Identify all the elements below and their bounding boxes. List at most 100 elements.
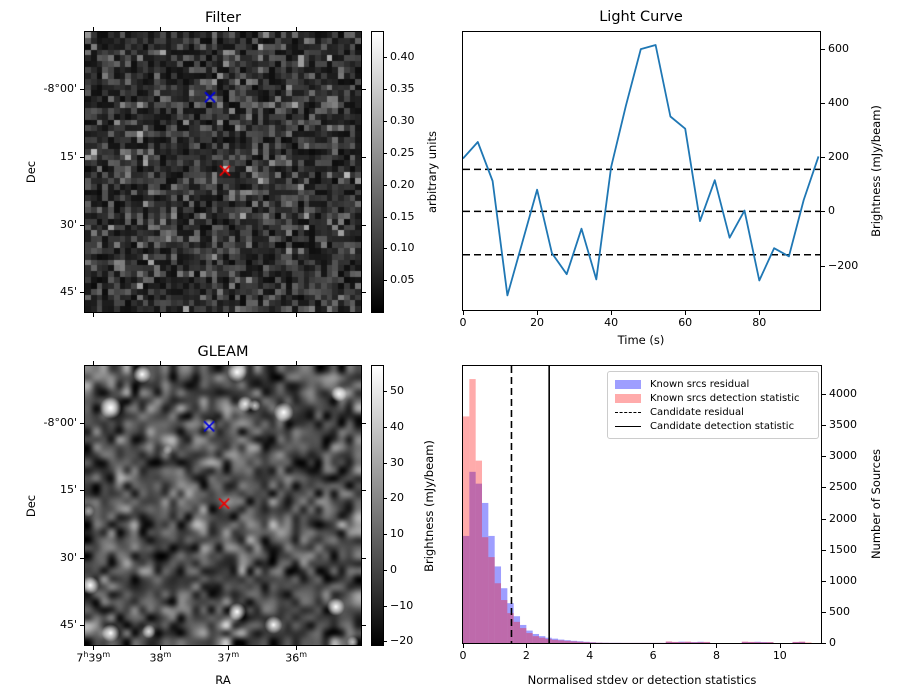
tick-mark: [384, 534, 387, 536]
ra-tick-label: 37m: [217, 650, 240, 665]
count-tick-label: 0: [829, 636, 836, 650]
tick-mark: [384, 184, 387, 186]
tick-mark: [362, 423, 366, 425]
dec-tick-label: 30': [59, 217, 77, 231]
tick-mark: [384, 216, 387, 218]
time-tick-label: 40: [604, 316, 619, 329]
tick-mark: [822, 580, 826, 582]
count-tick-label: 500: [829, 605, 850, 619]
count-tick-label: 1000: [829, 573, 857, 587]
ra-tick-label: 38m: [149, 650, 172, 665]
count-tick-label: 2500: [829, 480, 857, 494]
histogram-ylabel: Number of Sources: [869, 448, 883, 560]
tick-mark: [526, 644, 528, 648]
tick-mark: [821, 157, 825, 159]
colorbar-tick-label: 0.10: [390, 241, 415, 255]
gleam-colorbar: [371, 365, 384, 646]
count-tick-label: 3000: [829, 449, 857, 463]
dec-tick-label: 45': [59, 285, 77, 299]
ra-tick-label: 7h39m: [76, 650, 111, 665]
tick-mark: [93, 361, 95, 365]
dec-tick-label: 30': [59, 551, 77, 565]
colorbar-tick-label: −10: [390, 598, 414, 612]
count-tick-label: 2000: [829, 511, 857, 525]
light-curve-ylabel: Brightness (mJy/beam): [869, 105, 883, 237]
tick-mark: [384, 57, 387, 59]
legend-label: Known srcs residual: [650, 378, 750, 390]
colorbar-tick-label: 0.40: [390, 50, 415, 64]
tick-mark: [821, 265, 825, 267]
tick-mark: [611, 311, 613, 315]
legend-row: Known srcs detection statistic: [615, 391, 811, 405]
stdev-tick-label: 8: [712, 649, 720, 662]
tick-mark: [384, 605, 387, 607]
tick-mark: [821, 48, 825, 50]
filter-colorbar: [371, 31, 384, 313]
filter-panel-title: Filter: [205, 10, 241, 26]
tick-mark: [228, 361, 230, 365]
light-curve-xlabel: Time (s): [617, 333, 665, 347]
stdev-tick-label: 2: [522, 649, 530, 662]
pink-histogram-swatch-icon: [615, 393, 641, 403]
colorbar-tick-label: −20: [390, 634, 414, 648]
count-tick-label: 3500: [829, 418, 857, 432]
tick-mark: [384, 280, 387, 282]
tick-mark: [362, 89, 366, 91]
tick-mark: [93, 27, 95, 31]
tick-mark: [362, 624, 366, 626]
gleam-panel-title: GLEAM: [197, 344, 249, 360]
dec-tick-label: 45': [59, 618, 77, 632]
colorbar-tick-label: 30: [390, 455, 404, 469]
histogram-xlabel: Normalised stdev or detection statistics: [527, 673, 757, 687]
filter-ylabel: Dec: [24, 160, 38, 184]
tick-mark: [537, 311, 539, 315]
stdev-tick-label: 4: [586, 649, 594, 662]
dec-tick-label: 15': [59, 149, 77, 163]
tick-mark: [822, 518, 826, 520]
time-tick-label: 80: [752, 316, 767, 329]
tick-mark: [93, 313, 95, 317]
colorbar-tick-label: 20: [390, 491, 404, 505]
tick-mark: [384, 248, 387, 250]
tick-mark: [384, 121, 387, 123]
tick-mark: [160, 313, 162, 317]
tick-mark: [362, 490, 366, 492]
tick-mark: [362, 291, 366, 293]
time-tick-label: 60: [678, 316, 693, 329]
brightness-tick-label: −200: [828, 258, 859, 272]
tick-mark: [80, 557, 84, 559]
tick-mark: [80, 624, 84, 626]
tick-mark: [296, 313, 298, 317]
tick-mark: [80, 224, 84, 226]
colorbar-tick-label: 0: [390, 563, 397, 577]
tick-mark: [384, 569, 387, 571]
filter-colorbar-label: arbitrary units: [425, 130, 439, 214]
gleam-xlabel: RA: [215, 673, 231, 687]
tick-mark: [384, 498, 387, 500]
tick-mark: [228, 646, 230, 650]
colorbar-tick-label: 0.05: [390, 273, 415, 287]
tick-mark: [80, 156, 84, 158]
legend-row: Candidate residual: [615, 405, 811, 419]
tick-mark: [80, 423, 84, 425]
tick-mark: [160, 646, 162, 650]
tick-mark: [589, 644, 591, 648]
tick-mark: [822, 549, 826, 551]
tick-mark: [384, 89, 387, 91]
colorbar-tick-label: 0.20: [390, 177, 415, 191]
tick-mark: [653, 644, 655, 648]
stdev-tick-label: 10: [772, 649, 787, 662]
tick-mark: [384, 462, 387, 464]
filter-image-panel: [84, 31, 362, 313]
tick-mark: [362, 557, 366, 559]
tick-mark: [80, 89, 84, 91]
tick-mark: [80, 490, 84, 492]
stdev-tick-label: 6: [649, 649, 657, 662]
light-curve-line: [463, 44, 820, 297]
time-tick-label: 20: [530, 316, 545, 329]
brightness-tick-label: 400: [828, 96, 849, 110]
tick-mark: [228, 27, 230, 31]
tick-mark: [362, 156, 366, 158]
tick-mark: [822, 643, 826, 644]
tick-mark: [362, 224, 366, 226]
